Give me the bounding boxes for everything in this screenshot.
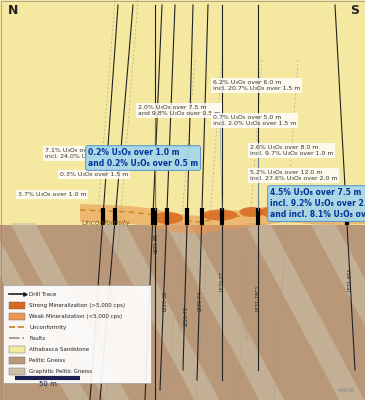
Text: N: N	[8, 4, 18, 17]
Bar	[0, 0, 365, 225]
Text: Graphitic Pelitic Gneiss: Graphitic Pelitic Gneiss	[29, 369, 92, 374]
Text: LE20-74: LE20-74	[197, 291, 203, 311]
Polygon shape	[100, 223, 230, 400]
Text: 0.2% U₃O₈ over 1.0 m
and 0.2% U₃O₈ over 0.5 m: 0.2% U₃O₈ over 1.0 m and 0.2% U₃O₈ over …	[88, 148, 198, 168]
Text: LE20-30: LE20-30	[145, 351, 150, 371]
Text: 4.5% U₃O₈ over 7.5 m
incl. 9.2% U₃O₈ over 2.0 m
and incl. 8.1% U₃O₈ over 1.0 m: 4.5% U₃O₈ over 7.5 m incl. 9.2% U₃O₈ ove…	[270, 188, 365, 219]
Text: 3.7% U₃O₈ over 1.0 m: 3.7% U₃O₈ over 1.0 m	[18, 192, 87, 197]
Text: LE21-87A: LE21-87A	[347, 268, 353, 291]
Text: 5.2% U₃O₈ over 12.0 m
incl. 27.6% U₃O₈ over 2.0 m: 5.2% U₃O₈ over 12.0 m incl. 27.6% U₃O₈ o…	[250, 170, 338, 181]
Text: Unconformity: Unconformity	[82, 220, 131, 226]
Text: 2.0% U₃O₈ over 7.5 m
and 9.8% U₃O₈ over 0.5 m: 2.0% U₃O₈ over 7.5 m and 9.8% U₃O₈ over …	[138, 105, 220, 116]
Text: Pelitic Gneiss: Pelitic Gneiss	[29, 358, 65, 363]
Text: Unconformity: Unconformity	[29, 325, 66, 330]
Text: K-Fault: K-Fault	[202, 326, 208, 341]
Text: Strong Mineralization (>5,000 cps): Strong Mineralization (>5,000 cps)	[29, 303, 125, 308]
Ellipse shape	[153, 212, 183, 224]
Bar	[9, 302, 25, 309]
Polygon shape	[310, 223, 365, 400]
Text: LE21-85: LE21-85	[154, 233, 158, 253]
Ellipse shape	[203, 210, 238, 220]
Polygon shape	[0, 223, 100, 400]
Text: LE20-44: LE20-44	[110, 286, 115, 306]
Text: 50 m: 50 m	[39, 381, 57, 387]
Text: 0.7% U₃O₈ over 5.0 m
incl. 2.0% U₃O₈ over 1.5 m: 0.7% U₃O₈ over 5.0 m incl. 2.0% U₃O₈ ove…	[213, 115, 296, 126]
Polygon shape	[10, 223, 140, 400]
Text: 6.2% U₃O₈ over 6.0 m
incl. 20.7% U₃O₈ over 1.5 m: 6.2% U₃O₈ over 6.0 m incl. 20.7% U₃O₈ ov…	[213, 80, 300, 91]
Polygon shape	[165, 223, 295, 400]
Polygon shape	[245, 223, 365, 400]
Bar	[3, 285, 151, 383]
Text: LE20-77: LE20-77	[219, 271, 224, 291]
Bar	[9, 313, 25, 320]
Bar	[9, 368, 25, 375]
Text: 7.1% U₃O₈ over 5.5 m
incl. 24.0% U₃O₈ over 1.5 m: 7.1% U₃O₈ over 5.5 m incl. 24.0% U₃O₈ ov…	[45, 148, 132, 159]
Text: Athabasca Sandstone: Athabasca Sandstone	[29, 347, 89, 352]
Text: J-Fault: J-Fault	[175, 317, 181, 331]
Text: 0.3% U₃O₈ over 1.5 m: 0.3% U₃O₈ over 1.5 m	[60, 172, 128, 177]
Text: 2.6% U₃O₈ over 8.0 m
incl. 9.7% U₃O₈ over 1.0 m: 2.6% U₃O₈ over 8.0 m incl. 9.7% U₃O₈ ove…	[250, 145, 334, 156]
Text: I-Fault: I-Fault	[124, 287, 132, 301]
Text: S: S	[350, 4, 359, 17]
Bar	[9, 346, 25, 353]
Text: Drill Trace: Drill Trace	[29, 292, 56, 297]
Text: 4460E: 4460E	[338, 388, 355, 393]
Ellipse shape	[260, 205, 310, 219]
Text: Weak Mineralization (<5,000 cps): Weak Mineralization (<5,000 cps)	[29, 314, 122, 319]
Ellipse shape	[315, 208, 345, 218]
Text: Faults: Faults	[29, 336, 45, 341]
Text: H-Fault: H-Fault	[101, 285, 109, 301]
Text: LE20-72: LE20-72	[184, 306, 188, 326]
Text: LE20-38: LE20-38	[162, 291, 168, 311]
Bar	[9, 357, 25, 364]
Bar	[0, 225, 365, 400]
Text: LE20-36: LE20-36	[95, 321, 100, 341]
Text: L-Fault: L-Fault	[242, 326, 248, 341]
Polygon shape	[80, 204, 365, 234]
Text: LE21-78C1: LE21-78C1	[255, 284, 261, 311]
Ellipse shape	[239, 207, 265, 217]
